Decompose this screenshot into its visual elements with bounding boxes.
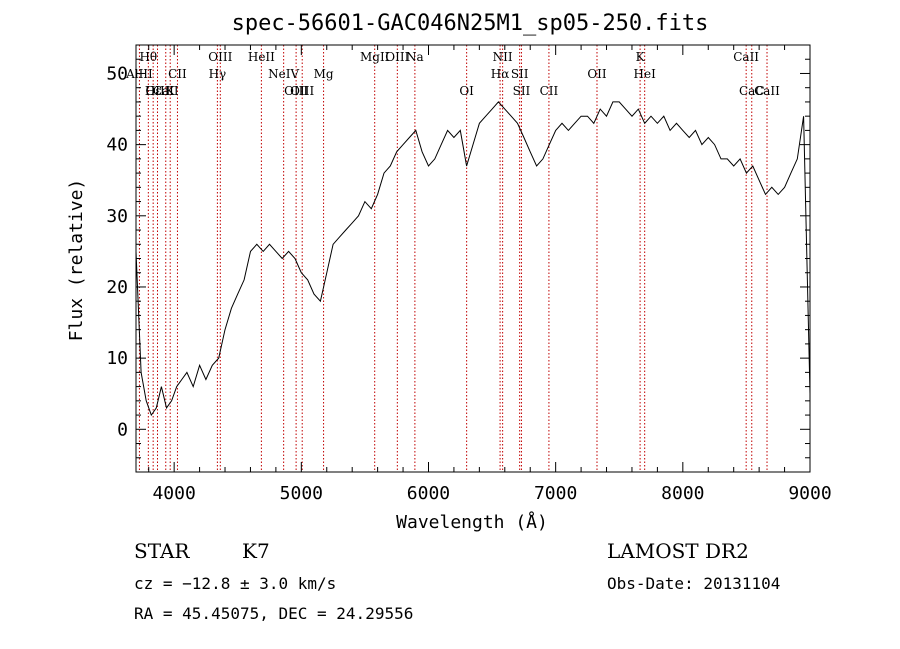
x-tick-label: 9000	[788, 483, 831, 504]
y-tick-label: 40	[106, 135, 128, 156]
line-label: OIII	[290, 84, 314, 98]
line-label: OIII	[208, 50, 232, 64]
x-tick-label: 6000	[407, 483, 450, 504]
line-label: CaII	[153, 84, 179, 98]
line-label: CaC	[739, 84, 765, 98]
info-panel: STAR K7 cz = −12.8 ± 3.0 km/s RA = 45.45…	[134, 539, 780, 623]
sky-coordinates: RA = 45.45075, DEC = 24.29556	[134, 604, 413, 623]
observation-date: Obs-Date: 20131104	[607, 574, 780, 593]
x-tick-label: 8000	[661, 483, 704, 504]
survey-name: LAMOST DR2	[607, 539, 749, 563]
line-label: HeII	[248, 50, 275, 64]
x-axis-ticks: 4000 5000 6000 7000 8000 9000	[148, 45, 832, 504]
line-label: Hε	[145, 84, 162, 98]
emission-line-labels: HθAlIIIHεOIIICaIIKCIIOIIIHγHeIINeIVOIIIO…	[125, 50, 780, 98]
spectrum-plot	[135, 101, 811, 417]
line-label: OIII	[284, 84, 308, 98]
line-label: Hγ	[209, 67, 227, 81]
redshift-velocity: cz = −12.8 ± 3.0 km/s	[134, 574, 336, 593]
line-label: Hα	[491, 67, 510, 81]
line-label: OIII	[145, 84, 169, 98]
line-label: NII	[493, 50, 513, 64]
line-label: OIII	[385, 50, 409, 64]
x-tick-label: 7000	[534, 483, 577, 504]
y-axis-ticks: 0 10 20 30 40 50	[106, 44, 810, 473]
chart-title: spec-56601-GAC046N25M1_sp05-250.fits	[232, 11, 709, 36]
line-label: CII	[168, 67, 187, 81]
y-tick-label: 30	[106, 206, 128, 227]
y-tick-label: 10	[106, 348, 128, 369]
line-label: AlIII	[125, 67, 153, 81]
y-tick-label: 20	[106, 277, 128, 298]
line-label: SII	[511, 67, 529, 81]
object-class: STAR	[134, 539, 190, 563]
subclass: K7	[242, 539, 270, 563]
y-tick-label: 50	[106, 63, 128, 84]
x-axis-label: Wavelength (Å)	[396, 511, 548, 533]
y-tick-label: 0	[117, 419, 128, 440]
line-label: SII	[513, 84, 531, 98]
line-label: HeI	[634, 67, 657, 81]
line-label: NeIV	[268, 67, 299, 81]
line-label: Hθ	[139, 50, 157, 64]
line-label: CaII	[754, 84, 780, 98]
x-tick-label: 4000	[152, 483, 195, 504]
emission-line-markers	[138, 45, 768, 472]
line-label: MgII	[360, 50, 390, 64]
line-label: Mg	[314, 67, 334, 81]
line-label: K	[636, 50, 646, 64]
line-label: CaII	[733, 50, 759, 64]
line-label: Na	[406, 50, 424, 64]
line-label: OII	[587, 67, 607, 81]
spectrum-series-line	[135, 101, 811, 417]
line-label: K	[166, 84, 176, 98]
line-label: CII	[540, 84, 559, 98]
y-axis-label: Flux (relative)	[66, 179, 87, 342]
x-tick-label: 5000	[280, 483, 323, 504]
line-label: OI	[459, 84, 474, 98]
